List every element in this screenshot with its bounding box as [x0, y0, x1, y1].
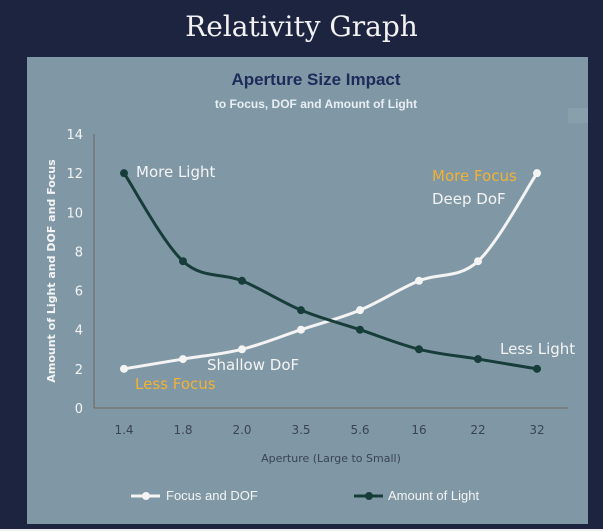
data-point-focus[interactable] — [356, 306, 364, 315]
y-axis-label: Amount of Light and DOF and Focus — [45, 159, 58, 383]
x-tick-label: 2.0 — [232, 423, 251, 437]
data-point-light[interactable] — [533, 364, 541, 373]
legend-marker-focus — [142, 492, 150, 500]
data-point-focus[interactable] — [415, 276, 423, 285]
x-tick-label: 3.5 — [291, 423, 310, 437]
legend-label-focus: Focus and DOF — [166, 488, 258, 503]
legend-item-focus[interactable]: Focus and DOF — [131, 488, 258, 503]
data-point-light[interactable] — [179, 257, 187, 266]
data-point-focus[interactable] — [474, 257, 482, 266]
x-tick-label: 16 — [411, 423, 426, 437]
annotation-deep-dof: Deep DoF — [432, 190, 506, 208]
y-tick-label: 2 — [75, 363, 83, 378]
x-tick-label: 1.4 — [114, 423, 133, 437]
data-point-focus[interactable] — [238, 345, 246, 354]
page-title: Relativity Graph — [185, 10, 418, 43]
bottom-strip — [0, 529, 603, 531]
data-point-light[interactable] — [356, 325, 364, 334]
y-tick-label: 12 — [66, 167, 83, 182]
annotation-less-light: Less Light — [500, 340, 575, 358]
y-tick-label: 8 — [75, 245, 83, 260]
y-tick-label: 14 — [66, 128, 83, 143]
legend-item-light[interactable]: Amount of Light — [354, 488, 479, 503]
legend-label-light: Amount of Light — [388, 488, 479, 503]
annotation-more-focus: More Focus — [432, 167, 517, 185]
x-tick-label: 5.6 — [350, 423, 369, 437]
x-tick-label: 32 — [529, 423, 544, 437]
data-point-focus[interactable] — [533, 169, 541, 178]
y-tick-label: 0 — [75, 402, 83, 417]
y-tick-label: 4 — [75, 324, 83, 339]
data-point-light[interactable] — [297, 306, 305, 315]
data-point-light[interactable] — [120, 169, 128, 178]
data-point-focus[interactable] — [179, 355, 187, 364]
chart-panel — [27, 57, 588, 524]
legend-marker-light — [365, 492, 373, 500]
annotation-less-focus: Less Focus — [135, 375, 216, 393]
chart-title: Aperture Size Impact — [231, 70, 400, 89]
y-tick-label: 6 — [75, 285, 83, 300]
data-point-light[interactable] — [238, 276, 246, 285]
data-point-light[interactable] — [474, 355, 482, 364]
x-axis-label: Aperture (Large to Small) — [261, 452, 401, 465]
y-tick-label: 10 — [66, 206, 83, 221]
data-point-light[interactable] — [415, 345, 423, 354]
data-point-focus[interactable] — [297, 325, 305, 334]
chart-subtitle: to Focus, DOF and Amount of Light — [215, 97, 417, 111]
annotation-shallow-dof: Shallow DoF — [207, 356, 299, 374]
faint-overlay-box — [568, 108, 588, 123]
annotation-more-light: More Light — [136, 163, 216, 181]
x-tick-label: 1.8 — [173, 423, 192, 437]
data-point-focus[interactable] — [120, 364, 128, 373]
x-tick-label: 22 — [470, 423, 485, 437]
